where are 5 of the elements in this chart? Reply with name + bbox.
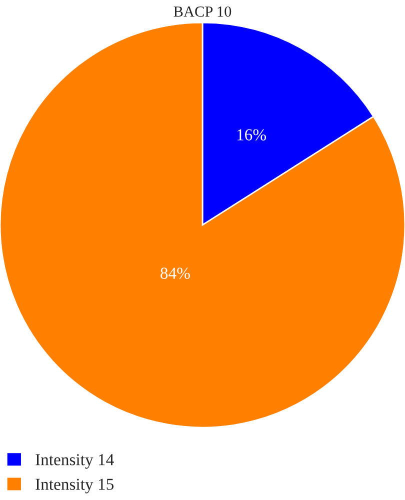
chart-title: BACP 10	[174, 6, 232, 17]
data-label: 84%	[160, 268, 190, 279]
legend-label: Intensity 14	[36, 454, 114, 469]
data-label: 16%	[237, 129, 266, 140]
legend-label: Intensity 15	[36, 478, 114, 494]
